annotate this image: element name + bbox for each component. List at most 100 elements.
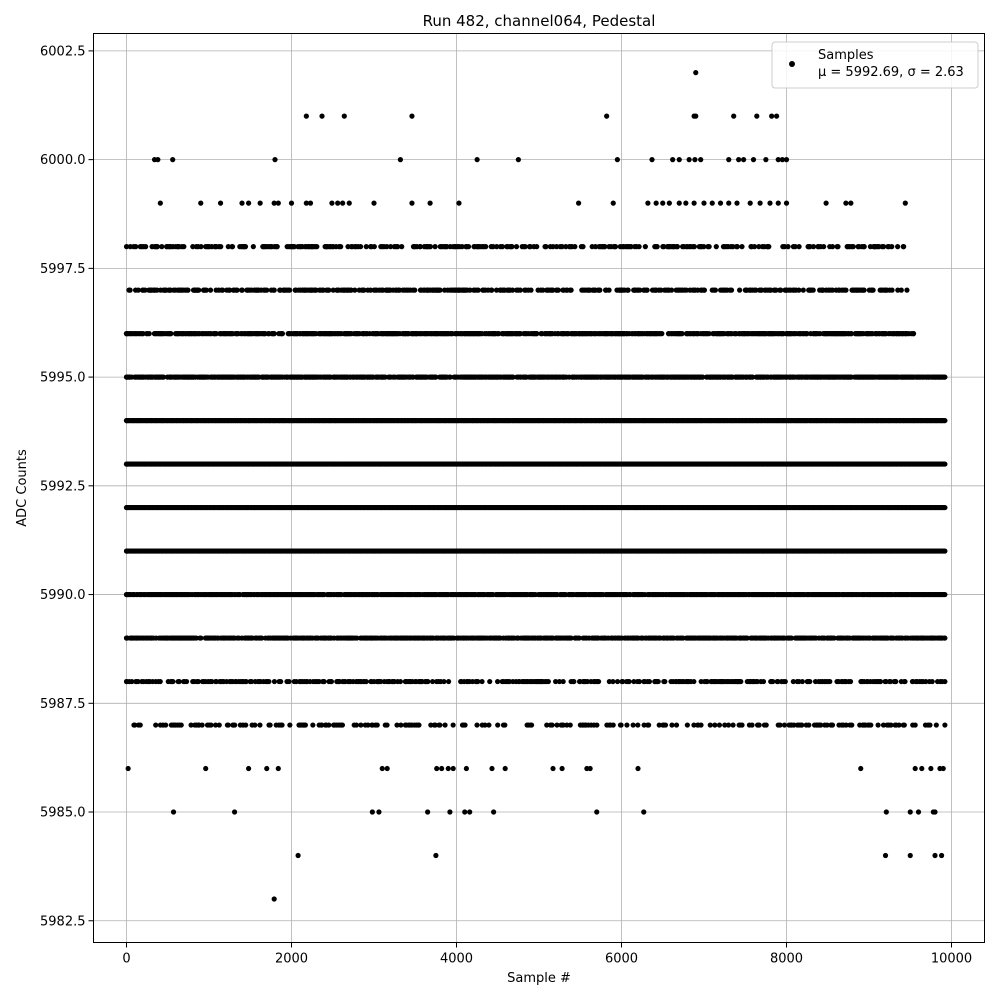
data-point: [910, 331, 917, 337]
data-point: [395, 244, 401, 250]
data-point: [133, 244, 139, 250]
data-point: [861, 244, 867, 250]
data-point: [730, 244, 736, 250]
data-point: [679, 331, 685, 337]
data-point: [207, 287, 214, 293]
data-point: [881, 244, 887, 250]
data-point: [510, 287, 516, 293]
data-point: [220, 287, 226, 293]
data-point: [142, 287, 148, 293]
data-point: [146, 331, 152, 337]
data-point: [234, 287, 240, 293]
data-point: [274, 244, 280, 250]
data-point: [135, 287, 141, 293]
data-point: [126, 287, 132, 293]
data-point: [942, 504, 948, 511]
data-point: [637, 287, 643, 293]
data-point: [792, 244, 798, 250]
data-point: [850, 244, 856, 250]
data-point: [499, 244, 506, 250]
data-point: [287, 287, 293, 293]
data-point: [612, 244, 619, 250]
data-point: [700, 374, 706, 380]
data-point: [543, 244, 549, 250]
data-point: [691, 244, 697, 250]
data-point: [432, 244, 438, 250]
data-point: [387, 244, 394, 250]
data-point: [330, 287, 336, 293]
data-point: [895, 244, 901, 250]
data-point: [654, 244, 660, 250]
data-point: [494, 244, 500, 250]
data-point: [185, 287, 191, 293]
data-point: [123, 417, 130, 424]
data-point: [644, 287, 650, 293]
data-point: [674, 244, 681, 250]
data-point: [433, 374, 439, 380]
data-point: [160, 374, 167, 380]
data-point: [509, 244, 515, 250]
data-point: [942, 417, 948, 424]
data-point: [154, 244, 160, 250]
data-point: [242, 244, 249, 250]
data-point: [143, 244, 149, 250]
data-point: [218, 244, 224, 250]
data-point: [889, 287, 895, 293]
data-point: [123, 374, 130, 380]
data-point: [168, 331, 174, 337]
data-point: [412, 287, 418, 293]
data-point: [572, 244, 578, 250]
data-point: [213, 331, 219, 337]
data-point: [555, 287, 561, 293]
data-point: [592, 244, 599, 250]
data-point: [810, 287, 816, 293]
data-point: [810, 244, 817, 250]
data-point: [528, 287, 534, 293]
data-point: [271, 287, 277, 293]
data-point: [796, 244, 802, 250]
data-point: [843, 287, 849, 293]
data-point: [602, 244, 608, 250]
data-point: [225, 244, 231, 250]
data-point: [625, 287, 631, 293]
data-point: [123, 244, 130, 250]
data-point: [904, 287, 910, 293]
data-point: [701, 244, 707, 250]
data-point: [706, 244, 712, 250]
data-point: [198, 244, 204, 250]
data-point: [728, 287, 735, 293]
data-point: [739, 244, 745, 250]
data-point: [314, 244, 320, 250]
data-point: [712, 287, 718, 293]
data-point: [123, 331, 130, 337]
data-point: [848, 331, 854, 337]
data-point: [540, 287, 546, 293]
data-point: [559, 244, 565, 250]
data-point: [352, 287, 358, 293]
data-point: [750, 374, 756, 380]
data-point: [534, 244, 540, 250]
data-point: [800, 287, 806, 293]
data-point: [291, 244, 297, 250]
data-point: [437, 287, 443, 293]
data-point: [554, 244, 560, 250]
data-point: [642, 244, 648, 250]
data-point: [229, 244, 236, 250]
data-point: [459, 244, 465, 250]
data-point: [628, 244, 634, 250]
data-point: [753, 287, 759, 293]
data-point: [513, 244, 520, 250]
data-point: [734, 244, 740, 250]
data-point: [661, 244, 667, 250]
data-point: [861, 287, 867, 293]
data-point: [363, 244, 369, 250]
data-point: [159, 244, 165, 250]
data-point: [706, 331, 712, 337]
data-point: [606, 287, 612, 293]
data-point: [489, 287, 495, 293]
data-point: [527, 244, 533, 250]
data-point: [348, 287, 354, 293]
data-point: [942, 461, 948, 467]
